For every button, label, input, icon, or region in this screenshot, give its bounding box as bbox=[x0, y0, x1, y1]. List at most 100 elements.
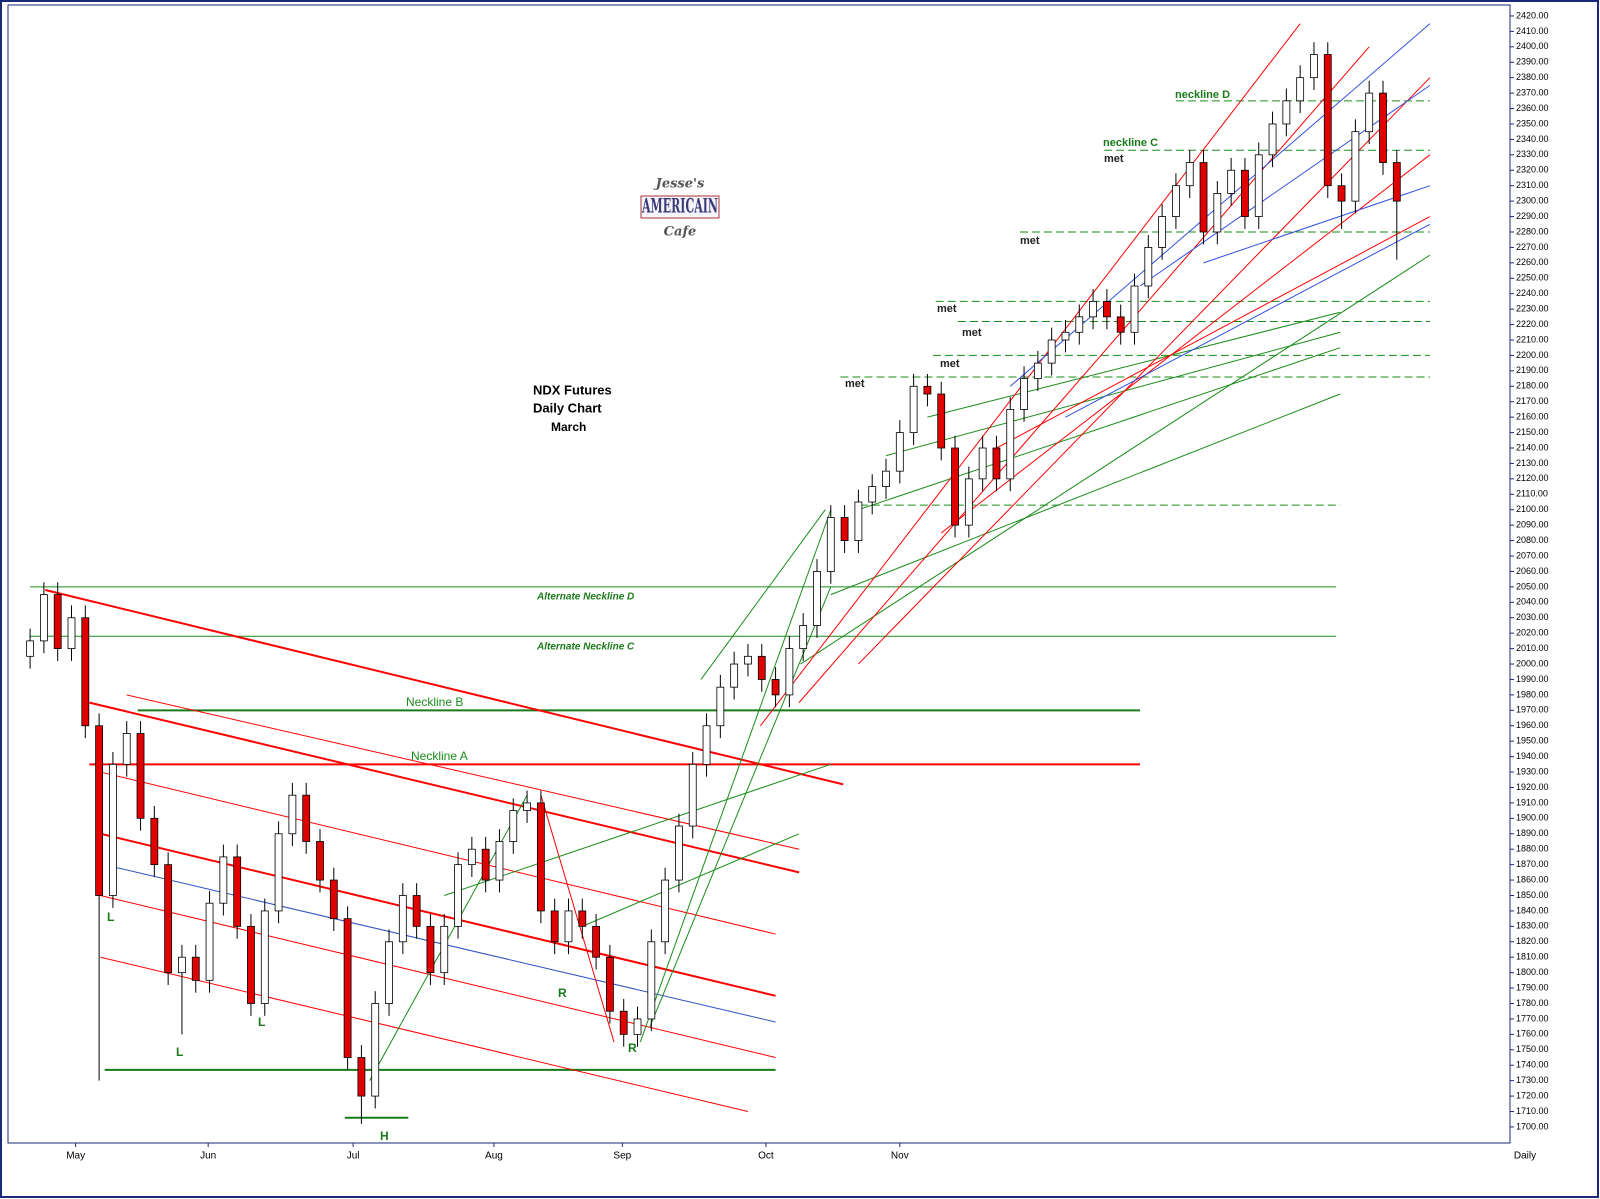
candle-body bbox=[854, 501, 863, 541]
annotation: met bbox=[1020, 235, 1040, 247]
logo-text: AMERICAIN bbox=[641, 194, 718, 218]
candle-body bbox=[1268, 123, 1277, 156]
plot-frame bbox=[7, 4, 1511, 1144]
candle-body bbox=[1047, 339, 1056, 364]
x-tick-label: Oct bbox=[758, 1151, 774, 1162]
candle-body bbox=[1337, 185, 1346, 202]
y-tick-label: 2140.00 bbox=[1516, 442, 1549, 452]
candle-body bbox=[26, 640, 34, 657]
candle-body bbox=[909, 385, 918, 433]
y-tick-label: 2300.00 bbox=[1516, 195, 1549, 205]
candle-body bbox=[1061, 331, 1070, 341]
candle-body bbox=[1323, 54, 1332, 187]
candle-body bbox=[1254, 154, 1263, 217]
candle-body bbox=[1185, 162, 1194, 187]
y-tick-label: 2340.00 bbox=[1516, 134, 1549, 144]
trend-line bbox=[798, 46, 1370, 703]
candle-body bbox=[122, 733, 131, 765]
y-tick-label: 2050.00 bbox=[1516, 581, 1549, 591]
trend-line bbox=[639, 509, 832, 1043]
trend-line bbox=[649, 586, 832, 1027]
y-tick-label: 2410.00 bbox=[1516, 26, 1549, 36]
candle-body bbox=[744, 655, 752, 665]
trend-line bbox=[126, 694, 800, 850]
trend-line bbox=[444, 763, 831, 896]
y-tick-label: 2350.00 bbox=[1516, 118, 1549, 128]
candle-body bbox=[1379, 92, 1387, 163]
candle-body bbox=[1130, 285, 1139, 333]
candle-body bbox=[1089, 301, 1097, 318]
logo-text: Cafe bbox=[664, 225, 697, 240]
annotation: met bbox=[845, 378, 865, 390]
trend-line bbox=[996, 216, 1431, 449]
trend-line bbox=[700, 509, 826, 680]
candle-body bbox=[702, 725, 711, 765]
candle-body bbox=[233, 856, 242, 927]
y-tick-label: 2250.00 bbox=[1516, 273, 1549, 283]
y-tick-label: 2200.00 bbox=[1516, 350, 1549, 360]
y-tick-label: 1720.00 bbox=[1516, 1090, 1549, 1100]
plot-area bbox=[26, 23, 1431, 1124]
candle-body bbox=[592, 925, 600, 958]
y-tick-label: 2320.00 bbox=[1516, 165, 1549, 175]
candle-body bbox=[523, 802, 531, 812]
y-tick-label: 2400.00 bbox=[1516, 41, 1549, 51]
y-tick-label: 2150.00 bbox=[1516, 427, 1549, 437]
y-tick-label: 2170.00 bbox=[1516, 396, 1549, 406]
candle-body bbox=[219, 856, 228, 904]
y-tick-label: 1710.00 bbox=[1516, 1106, 1549, 1116]
candle-body bbox=[329, 879, 338, 920]
annotation: met bbox=[962, 327, 982, 339]
y-tick-label: 2100.00 bbox=[1516, 504, 1549, 514]
y-tick-label: 1750.00 bbox=[1516, 1044, 1549, 1054]
annotation: Neckline A bbox=[411, 749, 468, 763]
y-tick-label: 1820.00 bbox=[1516, 936, 1549, 946]
y-tick-label: 1900.00 bbox=[1516, 813, 1549, 823]
candle-body bbox=[923, 385, 932, 395]
candle-body bbox=[150, 817, 159, 866]
y-tick-label: 2280.00 bbox=[1516, 226, 1549, 236]
y-tick-label: 2390.00 bbox=[1516, 57, 1549, 67]
candle-body bbox=[1365, 92, 1374, 133]
candle-body bbox=[633, 1018, 642, 1035]
y-tick-label: 2260.00 bbox=[1516, 257, 1549, 267]
y-tick-label: 2310.00 bbox=[1516, 180, 1549, 190]
candle-body bbox=[1392, 162, 1401, 202]
candle-body bbox=[371, 1003, 380, 1097]
candle-body bbox=[412, 895, 421, 927]
candle-body bbox=[564, 910, 573, 943]
candle-body bbox=[868, 486, 877, 503]
annotation: R bbox=[558, 986, 567, 1000]
candle-body bbox=[606, 956, 614, 1012]
candle-body bbox=[647, 941, 656, 1020]
y-tick-label: 2210.00 bbox=[1516, 334, 1549, 344]
candle-body bbox=[1075, 316, 1084, 333]
trend-line bbox=[582, 833, 800, 927]
candle-body bbox=[274, 833, 283, 912]
candle-body bbox=[357, 1057, 366, 1097]
candle-body bbox=[992, 447, 1001, 480]
y-tick-label: 1880.00 bbox=[1516, 844, 1549, 854]
candle-body bbox=[1116, 316, 1125, 333]
annotation: neckline D bbox=[1175, 89, 1230, 101]
x-tick-label: Aug bbox=[485, 1151, 503, 1162]
y-tick-label: 2230.00 bbox=[1516, 304, 1549, 314]
y-tick-label: 1870.00 bbox=[1516, 859, 1549, 869]
y-tick-label: 1810.00 bbox=[1516, 952, 1549, 962]
candle-body bbox=[1199, 162, 1208, 233]
candle-body bbox=[978, 447, 987, 480]
y-tick-label: 1950.00 bbox=[1516, 736, 1549, 746]
annotation: L bbox=[176, 1045, 183, 1059]
annotation: L bbox=[258, 1015, 265, 1029]
candle-body bbox=[95, 725, 104, 896]
candle-body bbox=[81, 617, 90, 727]
y-tick-label: 2290.00 bbox=[1516, 211, 1549, 221]
candle-body bbox=[1310, 54, 1318, 79]
candle-body bbox=[178, 956, 186, 974]
trend-line bbox=[858, 77, 1431, 665]
candle-body bbox=[1172, 185, 1180, 217]
annotation: neckline C bbox=[1103, 137, 1158, 149]
trend-line bbox=[885, 331, 1341, 457]
candle-body bbox=[785, 648, 794, 696]
